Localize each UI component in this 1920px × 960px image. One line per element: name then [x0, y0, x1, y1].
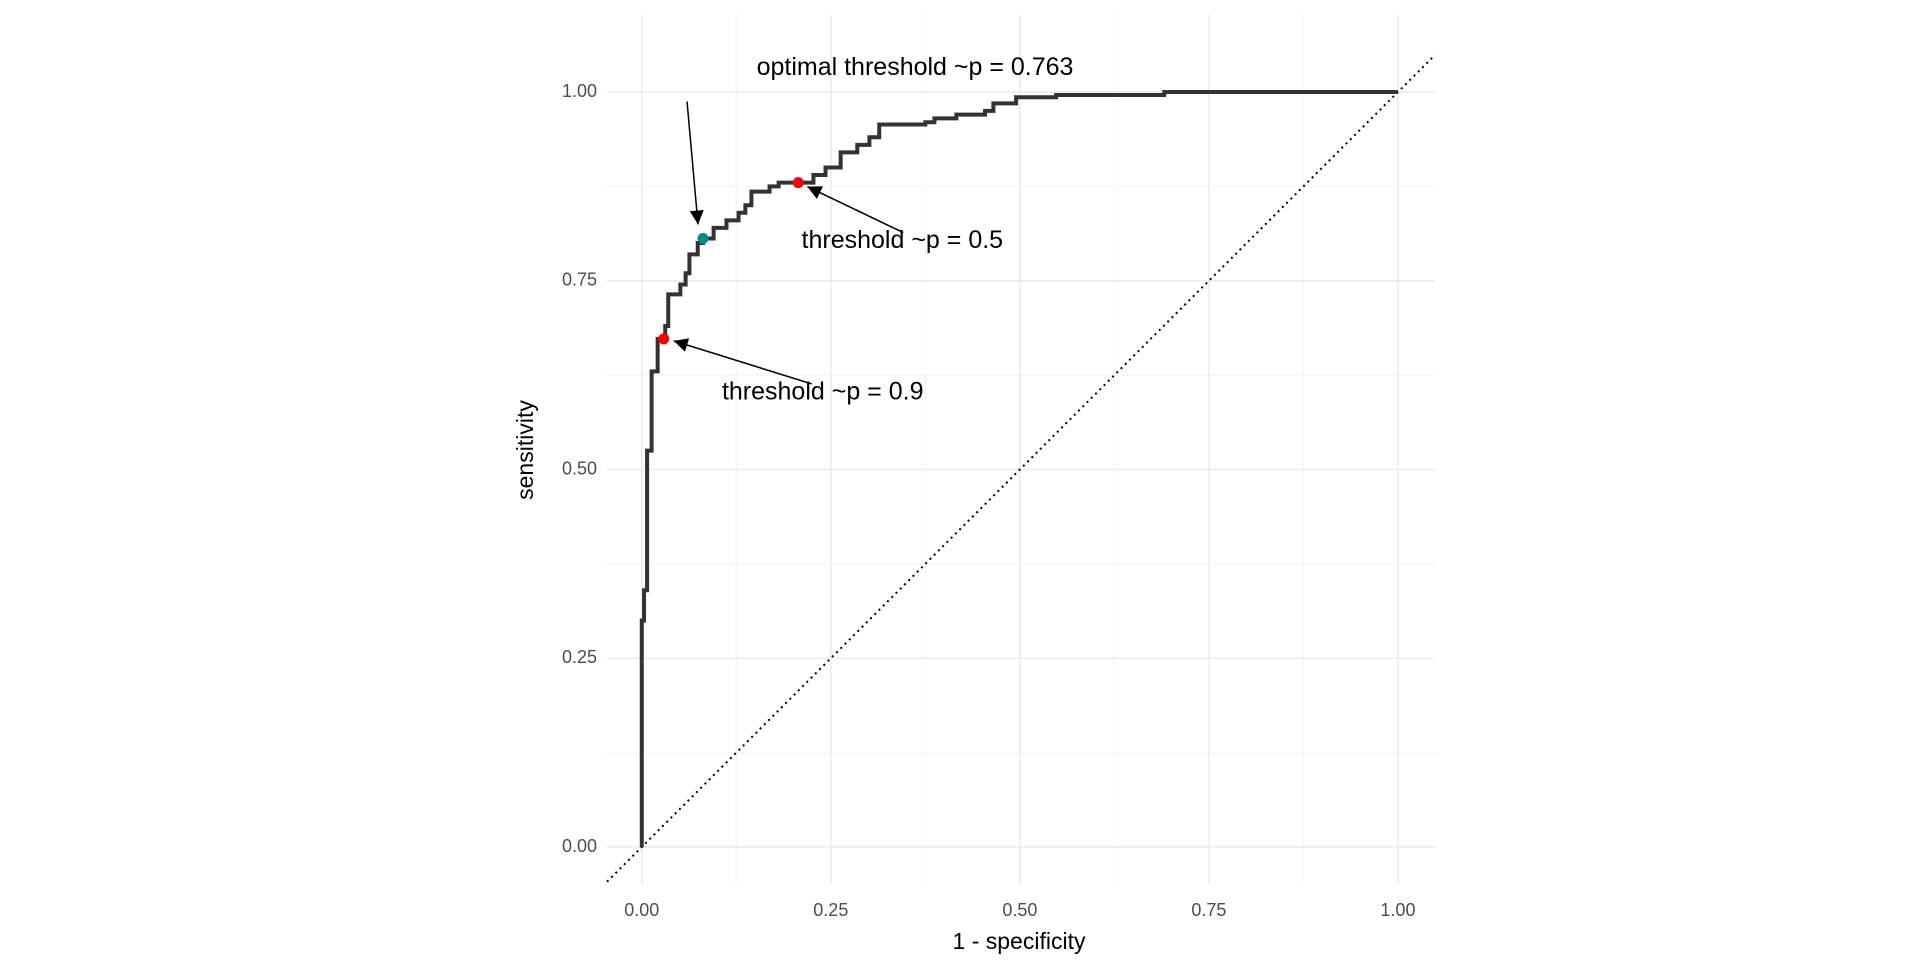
- annotation-arrow: [806, 185, 904, 234]
- y-axis-title: sensitivity: [512, 400, 538, 500]
- x-tick-label: 0.25: [813, 900, 848, 920]
- x-tick-label: 0.50: [1002, 900, 1037, 920]
- y-tick-label: 0.75: [562, 270, 597, 290]
- x-axis-title: 1 - specificity: [953, 928, 1086, 954]
- y-tick-label: 1.00: [562, 81, 597, 101]
- annotation: threshold ~p = 0.9: [722, 378, 924, 406]
- annotation: optimal threshold ~p = 0.763: [757, 53, 1074, 81]
- threshold-point: [792, 177, 804, 189]
- annotation: threshold ~p = 0.5: [802, 226, 1004, 254]
- y-tick-label: 0.00: [562, 836, 597, 856]
- roc-curve: [639, 90, 1398, 848]
- y-tick-label: 0.50: [562, 458, 597, 478]
- x-tick-label: 0.75: [1191, 900, 1226, 920]
- y-tick-label: 0.25: [562, 647, 597, 667]
- reference-diagonal: [606, 54, 1436, 883]
- annotation-arrow: [673, 338, 812, 385]
- threshold-point: [658, 333, 670, 345]
- annotation-arrow: [686, 101, 704, 225]
- threshold-point: [697, 232, 709, 244]
- x-tick-label: 1.00: [1380, 900, 1415, 920]
- x-tick-label: 0.00: [624, 900, 659, 920]
